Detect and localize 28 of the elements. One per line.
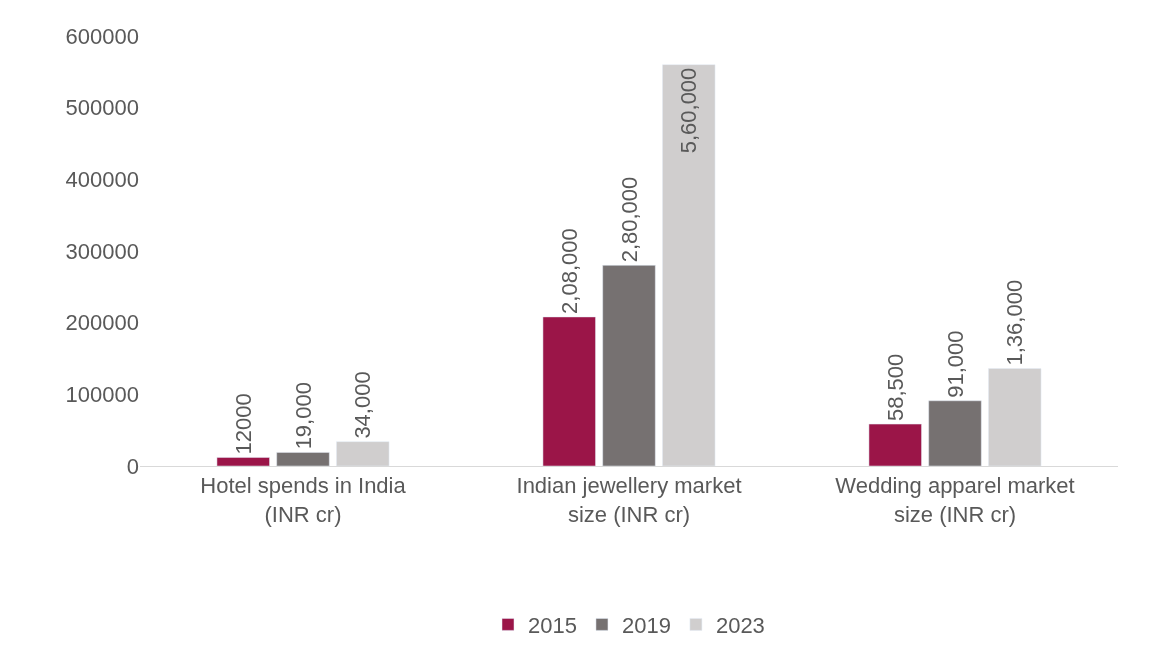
x-tick-label: Wedding apparel market size (INR cr) — [835, 473, 1075, 527]
legend-label: 2019 — [621, 612, 671, 638]
data-label: 91,000 — [942, 330, 968, 398]
y-tick-label: 300000 — [65, 238, 139, 264]
y-tick-label: 400000 — [65, 167, 139, 193]
data-label: 2,80,000 — [616, 176, 642, 263]
data-label: 34,000 — [350, 371, 376, 439]
y-tick-label: 100000 — [65, 382, 139, 408]
data-label: 1,36,000 — [1002, 279, 1028, 366]
legend-label: 2023 — [715, 612, 765, 638]
y-tick-label: 500000 — [65, 95, 139, 121]
x-tick-label: Hotel spends in India (INR cr) — [200, 473, 407, 527]
y-tick-label: 600000 — [65, 23, 139, 49]
bar — [216, 457, 270, 466]
bar — [542, 316, 596, 466]
data-label: 12000 — [230, 393, 256, 455]
y-tick-label: 200000 — [65, 310, 139, 336]
data-label: 2,08,000 — [556, 228, 582, 314]
legend-label: 2015 — [528, 612, 577, 638]
bar — [928, 400, 982, 466]
bar — [868, 423, 922, 466]
bar — [276, 452, 330, 466]
bar — [602, 265, 656, 466]
y-tick-label: 0 — [126, 453, 139, 479]
data-label: 58,500 — [882, 353, 908, 422]
data-label: 5,60,000 — [676, 67, 702, 154]
x-tick-label: Indian jewellery market size (INR cr) — [516, 473, 742, 527]
data-label: 19,000 — [290, 382, 316, 450]
